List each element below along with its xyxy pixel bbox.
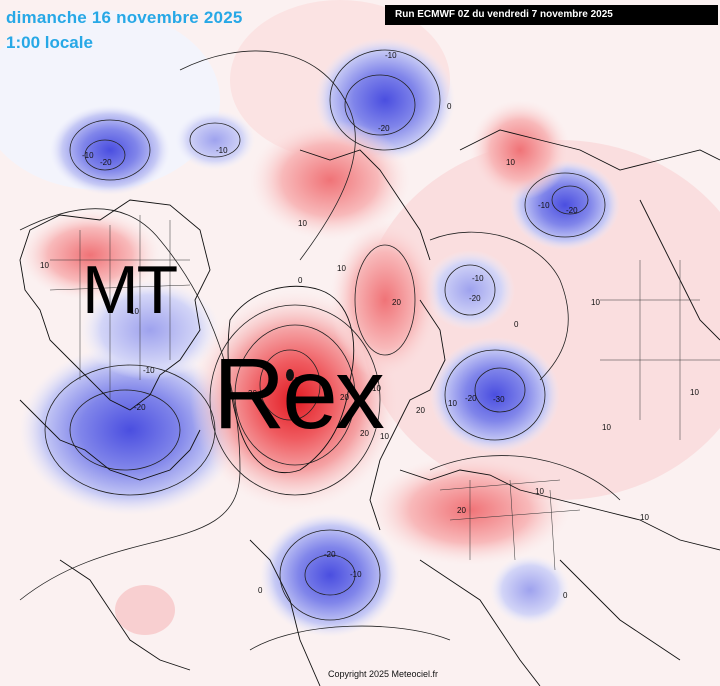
- contour-value-labels: -10 -20 -10 -10 -20 -10 -20 -10 -20 -30 …: [40, 51, 699, 600]
- contour-label: 10: [372, 384, 381, 393]
- coastlines: [19, 129, 720, 686]
- contour-label: 0: [563, 591, 568, 600]
- contour-label: 10: [298, 219, 307, 228]
- contour-label: -30: [292, 376, 304, 385]
- contour-lines: [19, 49, 621, 651]
- contour-label: -20: [324, 550, 336, 559]
- contour-label: -10: [538, 201, 550, 210]
- contour-label: -20: [465, 394, 477, 403]
- borders: [49, 215, 720, 571]
- contour-label: -20: [469, 294, 481, 303]
- contour-label: 10: [40, 261, 49, 270]
- forecast-date: dimanche 16 novembre 2025: [6, 8, 243, 27]
- contour-label: 0: [298, 276, 303, 285]
- annotation-mt: MT: [82, 252, 178, 328]
- contour-label: 20: [340, 393, 349, 402]
- contour-label: 10: [130, 307, 139, 316]
- contour-label: 10: [640, 513, 649, 522]
- contour-label: -20: [100, 158, 112, 167]
- contour-label: -20: [566, 206, 578, 215]
- contour-label: 10: [602, 423, 611, 432]
- pressure-centers: [286, 369, 294, 381]
- positive-anomaly-regions: [20, 100, 570, 635]
- contour-label: 20: [457, 506, 466, 515]
- forecast-time: 1:00 locale: [6, 33, 93, 52]
- contour-label: 0: [258, 586, 263, 595]
- contour-label: 10: [591, 298, 600, 307]
- contour-label: 10: [380, 432, 389, 441]
- contour-label: 20: [392, 298, 401, 307]
- contour-label: -10: [472, 274, 484, 283]
- contour-label: 10: [535, 487, 544, 496]
- annotation-rex: Rex: [213, 338, 385, 450]
- contour-label: -10: [350, 570, 362, 579]
- contour-label: 0: [447, 102, 452, 111]
- contour-label: 30: [248, 389, 257, 398]
- contour-label: -20: [378, 124, 390, 133]
- contour-label: 10: [690, 388, 699, 397]
- contour-label: -10: [82, 151, 94, 160]
- copyright-notice: Copyright 2025 Meteociel.fr: [328, 669, 439, 679]
- contour-label: -10: [216, 146, 228, 155]
- contour-label: -10: [143, 366, 155, 375]
- contour-label: -30: [493, 395, 505, 404]
- negative-anomaly-regions: [20, 38, 620, 637]
- contour-label: 0: [514, 320, 519, 329]
- contour-label: 20: [360, 429, 369, 438]
- contour-label: -20: [134, 403, 146, 412]
- contour-label: 10: [506, 158, 515, 167]
- contour-label: -10: [385, 51, 397, 60]
- model-run-banner: Run ECMWF 0Z du vendredi 7 novembre 2025: [385, 5, 718, 25]
- contour-label: 10: [448, 399, 457, 408]
- contour-label: 10: [337, 264, 346, 273]
- contour-label: 20: [416, 406, 425, 415]
